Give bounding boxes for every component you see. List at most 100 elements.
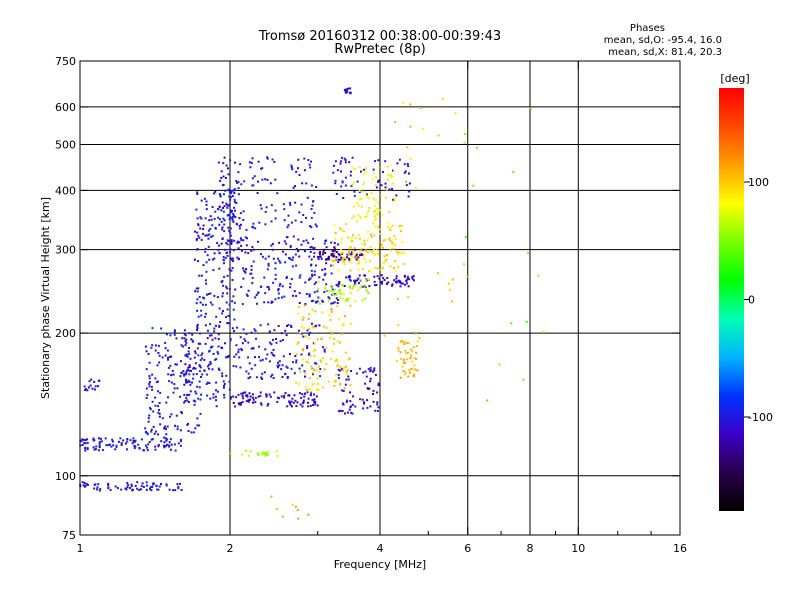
scatter-point [359,216,362,219]
scatter-point [312,342,315,345]
scatter-point [300,396,303,399]
scatter-point [368,197,370,200]
scatter-point [404,361,407,364]
scatter-point [200,238,203,241]
scatter-point [246,395,249,398]
scatter-point [211,206,214,209]
scatter-point [296,343,299,346]
scatter-point [107,484,110,487]
scatter-point [390,176,393,179]
scatter-point [319,253,321,256]
scatter-point [408,371,411,374]
scatter-point [216,351,219,354]
y-tick-label: 200 [55,327,76,340]
scatter-point [229,248,232,251]
scatter-point [403,252,406,255]
scatter-point [248,161,251,164]
scatter-point [300,221,303,224]
scatter-point [146,393,149,396]
scatter-point [359,198,362,201]
x-tick-label: 16 [673,542,687,555]
scatter-point [323,242,326,245]
scatter-point [312,200,314,203]
scatter-point [181,337,184,340]
scatter-point [327,296,330,299]
scatter-point [344,412,346,415]
scatter-point [334,231,337,234]
scatter-point [277,325,280,327]
scatter-point [377,384,380,387]
scatter-point [226,292,229,295]
scatter-point [146,433,149,436]
scatter-point [148,377,151,380]
scatter-point [307,397,310,400]
scatter-point [251,177,254,180]
scatter-point [301,405,304,408]
scatter-point [339,284,342,287]
scatter-point [217,352,220,355]
scatter-point [268,393,271,396]
scatter-point [220,281,223,284]
scatter-point [328,290,331,293]
y-axis-label: Stationary phase Virtual Height [km] [39,197,52,399]
scatter-point [126,486,129,489]
scatter-point [150,428,153,431]
scatter-point [205,279,207,282]
scatter-point [273,329,276,332]
scatter-point [260,253,262,256]
scatter-point [396,280,399,283]
scatter-point [306,345,309,348]
scatter-point [224,177,227,179]
scatter-point [225,242,228,244]
scatter-point [242,328,245,331]
scatter-point [377,179,380,182]
scatter-point [258,345,261,348]
scatter-point [279,340,282,343]
scatter-point [450,300,453,303]
scatter-point [294,505,297,508]
scatter-point [334,182,337,185]
scatter-point [285,276,288,278]
scatter-point [221,312,224,315]
scatter-point [298,174,301,176]
scatter-point [210,236,213,238]
scatter-point [360,253,363,256]
scatter-point [357,204,360,207]
scatter-point [222,193,225,196]
scatter-point [237,247,240,250]
scatter-point [215,399,217,402]
scatter-point [380,243,383,246]
scatter-point [395,275,398,278]
scatter-point [210,218,213,221]
scatter-point [396,251,399,253]
scatter-point [294,219,297,222]
scatter-point [150,385,153,388]
scatter-point [333,249,336,252]
scatter-point [379,228,382,231]
scatter-point [250,161,253,164]
scatter-point [197,342,200,345]
scatter-point [384,260,387,263]
scatter-point [368,206,371,209]
scatter-point [376,207,379,210]
scatter-point [334,244,337,247]
scatter-point [308,295,311,298]
scatter-point [216,390,219,393]
scatter-point [312,404,315,406]
scatter-point [206,254,209,257]
scatter-point [367,292,370,295]
scatter-point [223,223,226,226]
scatter-point [441,97,444,100]
scatter-point [341,180,344,183]
scatter-point [298,367,301,370]
scatter-point [174,424,176,427]
scatter-point [291,503,294,506]
scatter-point [367,230,369,233]
scatter-point [318,280,320,283]
scatter-point [246,294,249,297]
scatter-point [522,378,525,381]
scatter-point [245,332,248,335]
scatter-point [94,448,97,451]
scatter-point [376,401,379,404]
scatter-point [89,384,92,387]
